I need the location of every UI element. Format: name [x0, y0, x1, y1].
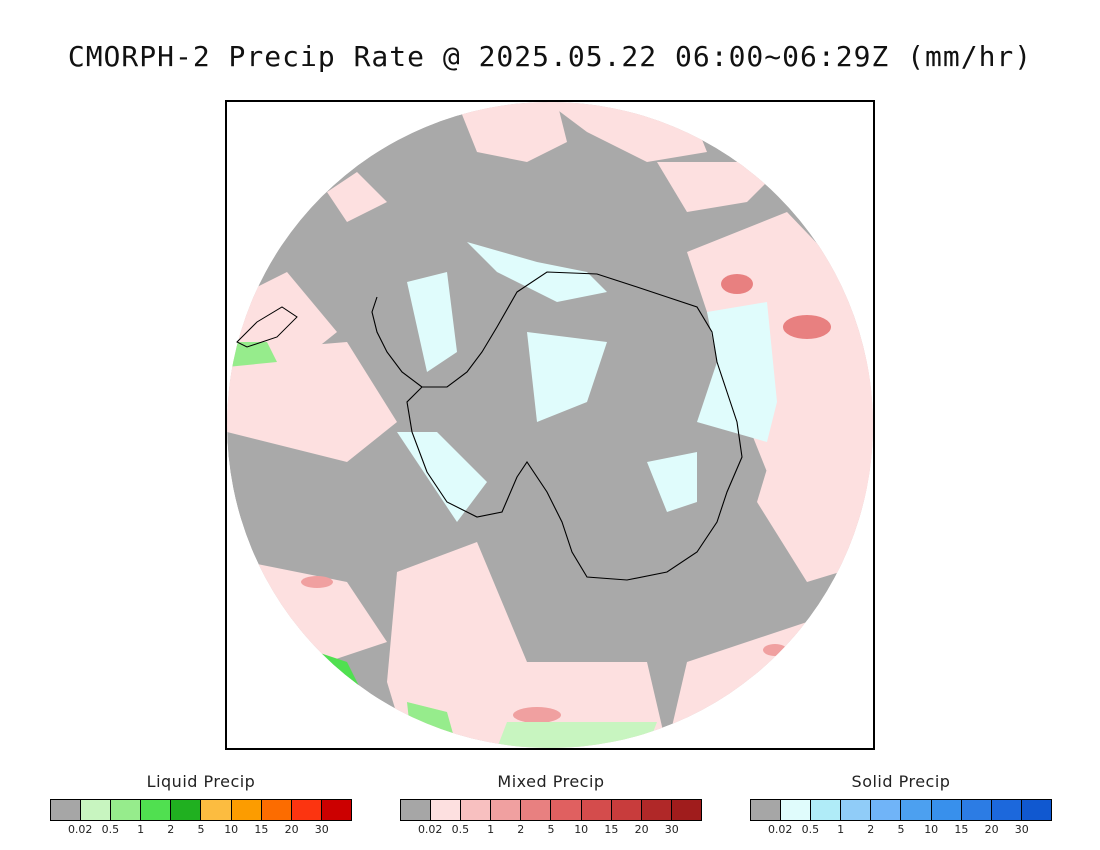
- legend-swatch: [781, 800, 812, 820]
- legend-swatch: [931, 800, 962, 820]
- legend-tick-label: 30: [1014, 823, 1029, 836]
- color-scale: [750, 799, 1052, 821]
- legend-swatch: [841, 800, 872, 820]
- mixed-precip-cell: [721, 274, 753, 294]
- color-scale: [400, 799, 702, 821]
- legend-swatch: [401, 800, 432, 820]
- legend-tick-label: 2: [867, 823, 875, 836]
- legend-swatch: [871, 800, 902, 820]
- legend-swatch: [521, 800, 552, 820]
- legend-tick-label: 0.02: [767, 823, 793, 836]
- legend-swatch: [551, 800, 582, 820]
- mixed-precip-region: [227, 342, 397, 462]
- page-title: CMORPH-2 Precip Rate @ 2025.05.22 06:00~…: [67, 40, 1033, 73]
- legend-swatch: [641, 800, 672, 820]
- tick-labels: 0.02 0.5 1 2 5 10 15 20 30: [750, 823, 1052, 839]
- legend-tick-label: 10: [224, 823, 239, 836]
- legend-swatch: [751, 800, 782, 820]
- legend-liquid: Liquid Precip 0.02 0.5 1 2 5 10 15 20 30: [50, 772, 352, 839]
- legend-swatch: [811, 800, 842, 820]
- polar-precip-map: [225, 100, 875, 750]
- precip-field: [227, 102, 873, 748]
- legend-tick-label: 0.02: [67, 823, 93, 836]
- legend-swatch: [431, 800, 462, 820]
- legend-tick-label: 5: [197, 823, 205, 836]
- color-scale: [50, 799, 352, 821]
- legend-tick-label: 15: [954, 823, 969, 836]
- solid-precip-region: [697, 302, 777, 442]
- legend-swatch: [611, 800, 642, 820]
- legend-swatch: [171, 800, 202, 820]
- legend-tick-label: 20: [984, 823, 999, 836]
- mixed-precip-region: [757, 352, 873, 582]
- legend-swatch: [321, 800, 351, 820]
- legend-swatch: [491, 800, 522, 820]
- mixed-precip-cell: [513, 707, 561, 723]
- liquid-precip-region: [227, 342, 277, 367]
- legend-title: Solid Precip: [851, 772, 951, 791]
- legend-swatch: [1021, 800, 1051, 820]
- legend-swatch: [991, 800, 1022, 820]
- legend-swatch: [261, 800, 292, 820]
- legend-tick-label: 5: [897, 823, 905, 836]
- legend-tick-label: 2: [517, 823, 525, 836]
- solid-precip-region: [647, 452, 697, 512]
- antarctic-peninsula: [371, 296, 423, 388]
- legend-tick-label: 1: [487, 823, 495, 836]
- south-america-coastline: [236, 306, 298, 348]
- solid-precip-region: [407, 272, 457, 372]
- mixed-precip-cell: [301, 576, 333, 588]
- legend-tick-label: 15: [254, 823, 269, 836]
- legend-swatch: [461, 800, 492, 820]
- legend-mixed: Mixed Precip 0.02 0.5 1 2 5 10 15 20 30: [400, 772, 702, 839]
- legend-title: Mixed Precip: [497, 772, 605, 791]
- legend-swatch: [961, 800, 992, 820]
- legend-swatch: [671, 800, 701, 820]
- legend-solid: Solid Precip 0.02 0.5 1 2 5 10 15 20 30: [750, 772, 1052, 839]
- legend-tick-label: 0.5: [801, 823, 820, 836]
- legend-swatch: [291, 800, 322, 820]
- map-svg: [227, 102, 873, 748]
- solid-precip-region: [467, 242, 607, 302]
- legend-tick-label: 0.5: [101, 823, 120, 836]
- legend-tick-label: 30: [664, 823, 679, 836]
- legend-tick-label: 10: [924, 823, 939, 836]
- legend-swatch: [201, 800, 232, 820]
- legend-swatch: [81, 800, 112, 820]
- legend-swatch: [111, 800, 142, 820]
- legend-title: Liquid Precip: [146, 772, 256, 791]
- legend-swatch: [901, 800, 932, 820]
- solid-precip-region: [527, 332, 607, 422]
- mixed-precip-cell: [783, 315, 831, 339]
- legend-tick-label: 0.02: [417, 823, 443, 836]
- legend-tick-label: 10: [574, 823, 589, 836]
- legend-swatch: [141, 800, 172, 820]
- legend-tick-label: 20: [634, 823, 649, 836]
- legend-swatch: [581, 800, 612, 820]
- legend-tick-label: 5: [547, 823, 555, 836]
- mixed-precip-region: [457, 102, 567, 162]
- legend-tick-label: 15: [604, 823, 619, 836]
- mixed-precip-region: [247, 562, 387, 662]
- legend-tick-label: 1: [837, 823, 845, 836]
- legend-tick-label: 30: [314, 823, 329, 836]
- legend-tick-label: 20: [284, 823, 299, 836]
- solid-precip-region: [397, 432, 487, 522]
- antarctica-coastline: [406, 271, 743, 581]
- legend-swatch: [231, 800, 262, 820]
- tick-labels: 0.02 0.5 1 2 5 10 15 20 30: [50, 823, 352, 839]
- mixed-precip-region: [327, 172, 387, 222]
- legend-tick-label: 2: [167, 823, 175, 836]
- tick-labels: 0.02 0.5 1 2 5 10 15 20 30: [400, 823, 702, 839]
- legend-swatch: [51, 800, 82, 820]
- legend-tick-label: 0.5: [451, 823, 470, 836]
- legend-tick-label: 1: [137, 823, 145, 836]
